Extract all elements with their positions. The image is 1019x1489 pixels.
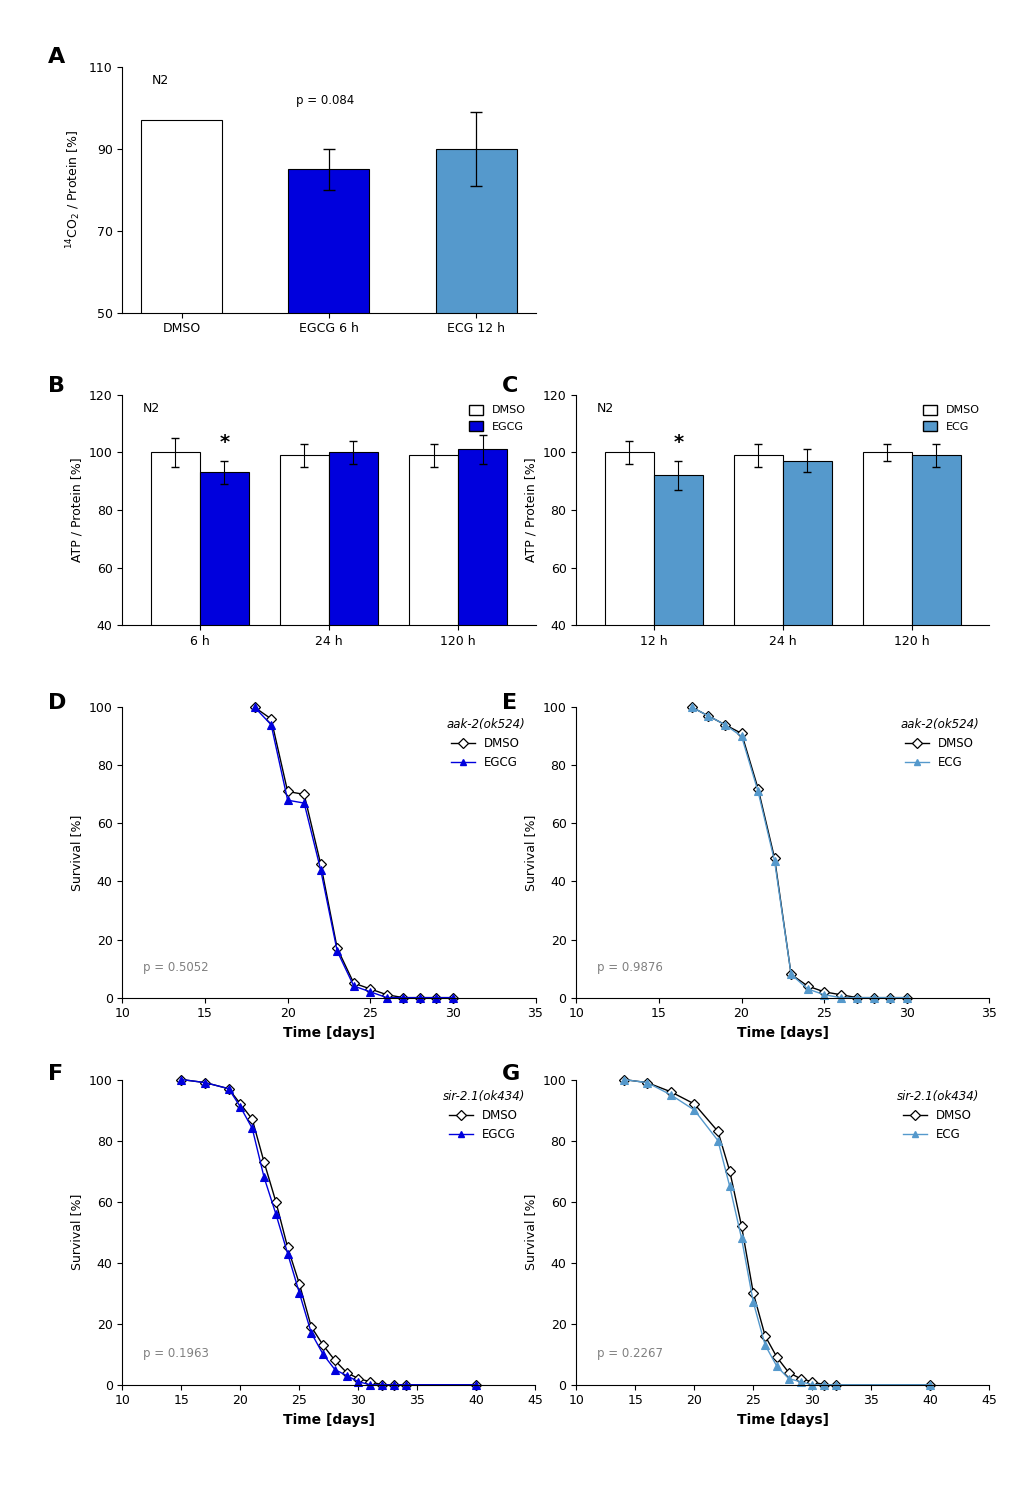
Y-axis label: $^{14}$CO$_2$ / Protein [%]: $^{14}$CO$_2$ / Protein [%] (64, 130, 84, 250)
Bar (288, 170, 369, 518)
Legend: DMSO, EGCG: DMSO, EGCG (465, 401, 530, 436)
Text: p = 0.1963: p = 0.1963 (143, 1348, 209, 1361)
Text: *: * (673, 433, 683, 453)
Text: F: F (48, 1065, 63, 1084)
Text: p = 0.5052: p = 0.5052 (143, 962, 209, 974)
Bar (151, 453, 200, 740)
Text: D: D (48, 692, 66, 713)
X-axis label: Time [days]: Time [days] (736, 1413, 828, 1426)
Bar (733, 456, 783, 740)
Bar (409, 456, 458, 740)
Y-axis label: Survival [%]: Survival [%] (524, 814, 537, 890)
Bar (458, 450, 506, 740)
Text: G: G (501, 1065, 520, 1084)
Text: p = 0.9876: p = 0.9876 (596, 962, 662, 974)
Text: C: C (501, 377, 518, 396)
Legend: DMSO, ECG: DMSO, ECG (895, 713, 982, 773)
Legend: DMSO, EGCG: DMSO, EGCG (437, 1085, 529, 1145)
Y-axis label: Survival [%]: Survival [%] (70, 814, 84, 890)
X-axis label: Time [days]: Time [days] (282, 1413, 375, 1426)
Text: p = 0.2267: p = 0.2267 (596, 1348, 662, 1361)
Y-axis label: Survival [%]: Survival [%] (70, 1194, 84, 1270)
Text: p = 0.084: p = 0.084 (296, 94, 354, 107)
Text: B: B (48, 377, 65, 396)
Text: N2: N2 (151, 74, 168, 88)
Y-axis label: Survival [%]: Survival [%] (524, 1194, 537, 1270)
Bar (328, 453, 378, 740)
Bar (141, 121, 222, 518)
Bar (911, 456, 960, 740)
Y-axis label: ATP / Protein [%]: ATP / Protein [%] (70, 457, 84, 563)
Bar (862, 453, 911, 740)
Bar (200, 472, 249, 740)
Bar (604, 453, 653, 740)
X-axis label: Time [days]: Time [days] (736, 1026, 828, 1039)
Legend: DMSO, EGCG: DMSO, EGCG (441, 713, 529, 773)
X-axis label: Time [days]: Time [days] (282, 1026, 375, 1039)
Text: A: A (48, 48, 65, 67)
Bar (435, 149, 517, 518)
Text: N2: N2 (143, 402, 160, 414)
Bar (279, 456, 328, 740)
Bar (783, 462, 832, 740)
Bar (653, 475, 702, 740)
Y-axis label: ATP / Protein [%]: ATP / Protein [%] (524, 457, 537, 563)
Legend: DMSO, ECG: DMSO, ECG (918, 401, 983, 436)
Text: *: * (219, 433, 229, 453)
Legend: DMSO, ECG: DMSO, ECG (891, 1085, 982, 1145)
Text: N2: N2 (596, 402, 613, 414)
Text: E: E (501, 692, 517, 713)
